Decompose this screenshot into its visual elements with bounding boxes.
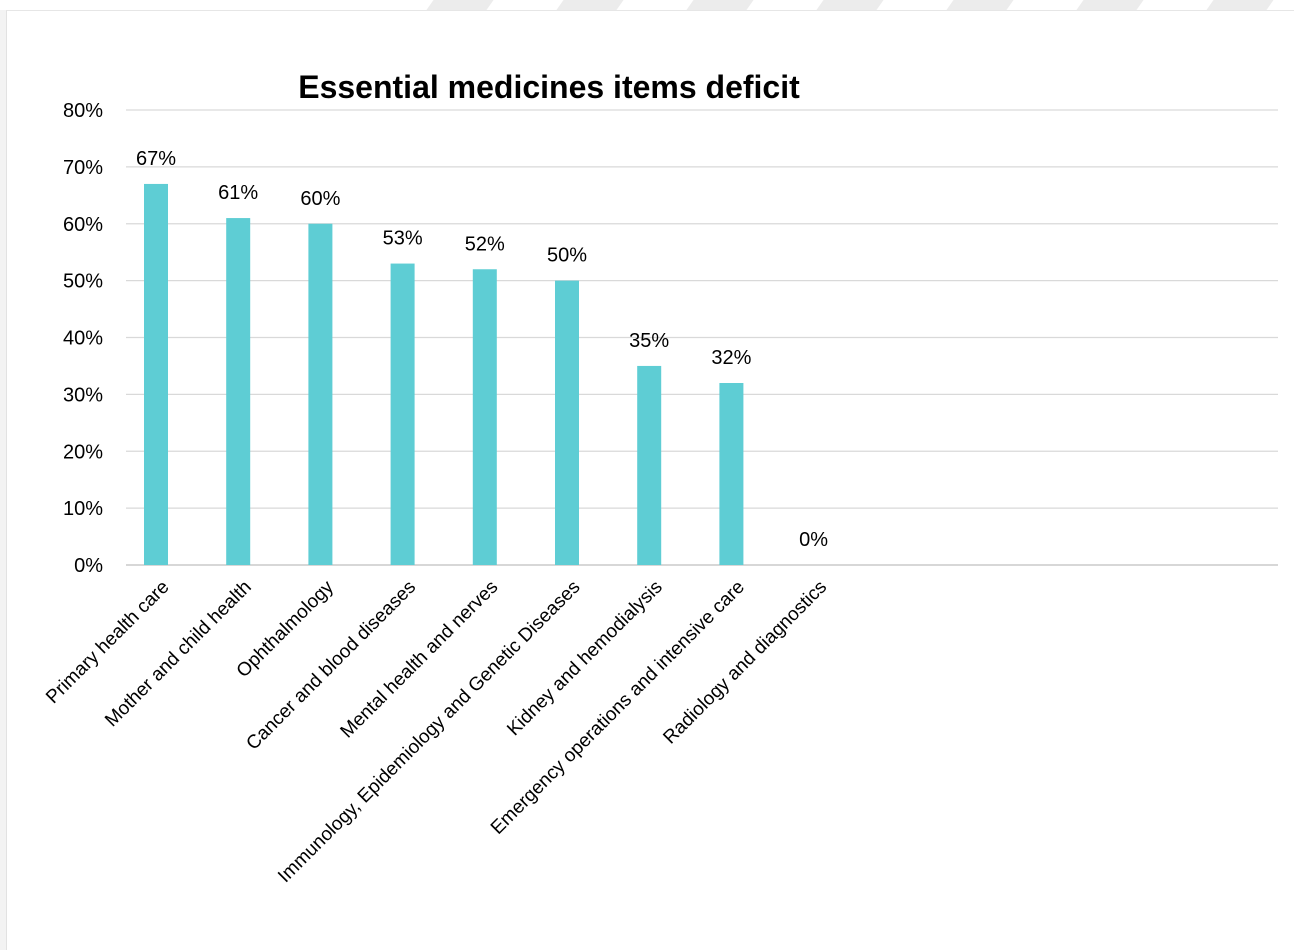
category-label: Mental health and nerves bbox=[337, 577, 503, 743]
data-label: 35% bbox=[629, 330, 669, 352]
bar bbox=[144, 183, 168, 565]
bar bbox=[719, 383, 744, 565]
data-label: 32% bbox=[711, 347, 751, 369]
bar bbox=[390, 263, 415, 565]
data-label: 52% bbox=[465, 233, 505, 255]
category-label: Kidney and hemodialysis bbox=[503, 577, 666, 740]
y-tick-label: 50% bbox=[63, 271, 103, 293]
data-label: 53% bbox=[383, 228, 423, 250]
category-label: Mother and child health bbox=[101, 577, 256, 732]
category-label: Immunology, Epidemiology and Genetic Dis… bbox=[274, 577, 584, 887]
bar bbox=[308, 223, 333, 565]
y-tick-label: 80% bbox=[63, 100, 103, 122]
y-tick-label: 0% bbox=[74, 555, 103, 577]
y-tick-label: 30% bbox=[63, 384, 103, 406]
y-tick-label: 40% bbox=[63, 328, 103, 350]
chart-title: Essential medicines items deficit bbox=[298, 69, 800, 105]
y-tick-label: 20% bbox=[63, 441, 103, 463]
bar bbox=[555, 280, 579, 565]
category-label: Radiology and diagnostics bbox=[659, 577, 831, 749]
data-label: 0% bbox=[799, 529, 828, 551]
bar bbox=[226, 218, 251, 565]
top-strip bbox=[0, 0, 1294, 10]
data-label: 50% bbox=[547, 245, 587, 267]
y-tick-label: 70% bbox=[63, 157, 103, 179]
gridlines bbox=[126, 109, 1278, 566]
y-axis: 0% 10% 20% 30% 40% 50% 60% 70% 80% bbox=[63, 100, 103, 577]
data-label: 67% bbox=[136, 148, 176, 170]
data-label: 61% bbox=[218, 182, 258, 204]
bar bbox=[637, 365, 662, 565]
y-tick-label: 10% bbox=[63, 498, 103, 520]
y-tick-label: 60% bbox=[63, 214, 103, 236]
bars bbox=[144, 183, 744, 565]
data-label: 60% bbox=[300, 188, 340, 210]
category-label: Cancer and blood diseases bbox=[242, 577, 420, 755]
data-labels: 67% 61% 60% 53% 52% 50% 35% 32% 0% bbox=[136, 148, 828, 551]
bar bbox=[472, 269, 497, 565]
